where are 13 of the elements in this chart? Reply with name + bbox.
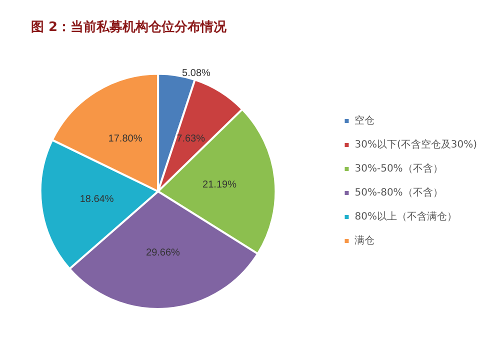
- legend-label: 80%以上（不含满仓）: [354, 210, 457, 222]
- legend-label: 50%-80%（不含）: [354, 186, 443, 198]
- data-label: 21.19%: [202, 179, 237, 190]
- legend-label: 满仓: [354, 234, 375, 246]
- data-label: 18.64%: [80, 194, 114, 206]
- data-label: 5.08%: [182, 68, 211, 79]
- chart-title: 图 2：当前私募机构仓位分布情况: [31, 20, 228, 35]
- legend-label: 30%-50%（不含）: [354, 162, 443, 174]
- legend-label: 空仓: [354, 114, 375, 126]
- data-label: 7.63%: [176, 133, 206, 144]
- data-label: 17.80%: [108, 133, 142, 144]
- data-label: 29.66%: [146, 248, 180, 259]
- legend-label: 30%以下(不含空仓及30%): [354, 138, 478, 150]
